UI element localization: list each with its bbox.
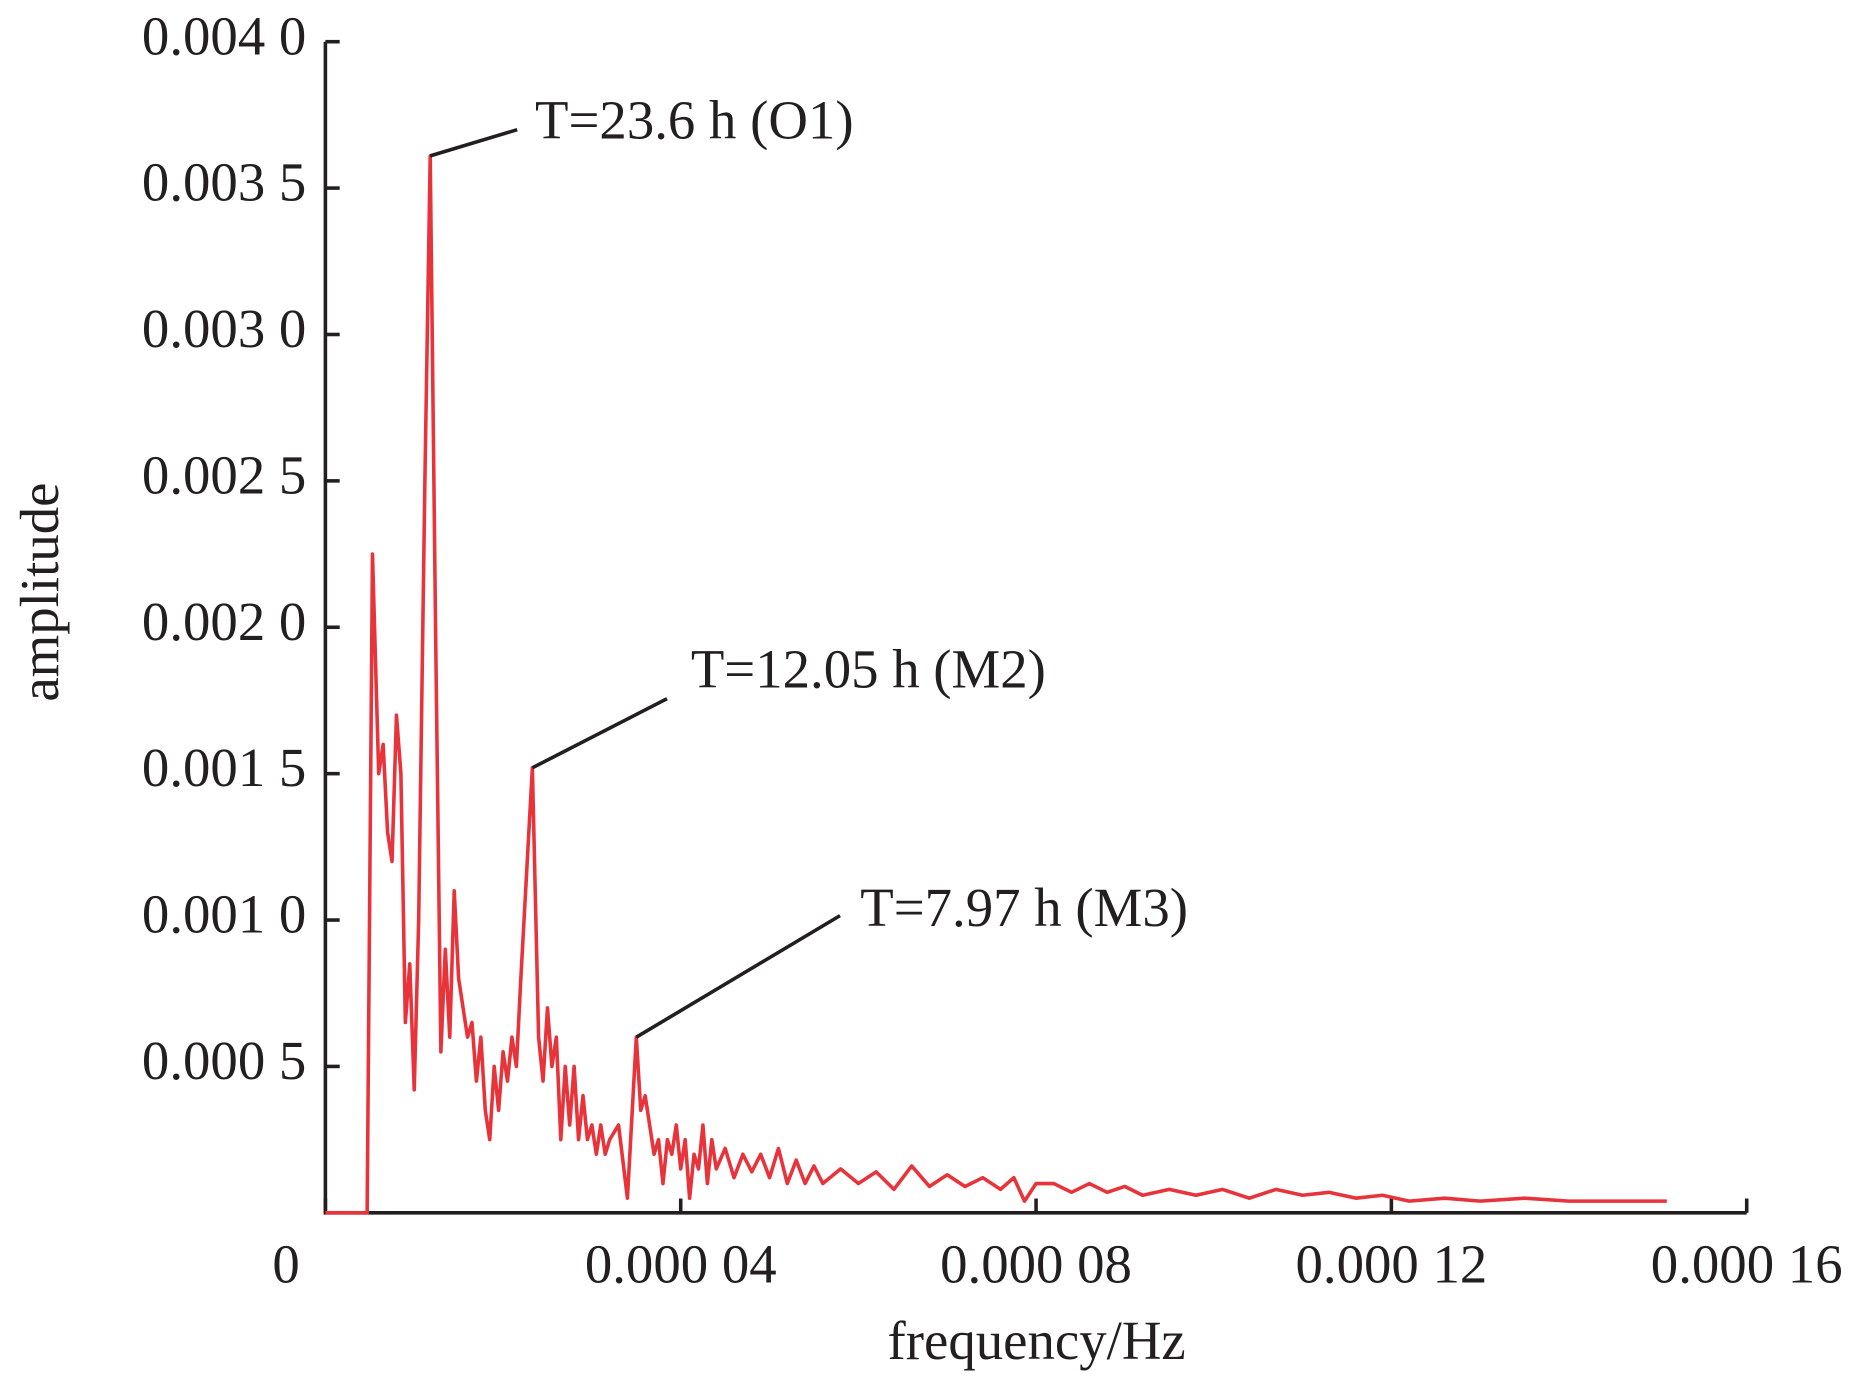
y-axis-label: amplitude	[9, 483, 70, 702]
y-tick-label: 0.001 5	[142, 737, 306, 798]
x-tick-label: 0.000 04	[585, 1234, 777, 1295]
y-tick-label: 0.003 0	[142, 298, 306, 359]
y-tick-label: 0.003 5	[142, 152, 306, 213]
x-axis-label: frequency/Hz	[888, 1310, 1186, 1371]
x-tick-label: 0.000 08	[940, 1234, 1132, 1295]
annotation-leader	[635, 914, 841, 1039]
series-line	[325, 154, 1667, 1215]
annotation-leader	[531, 697, 668, 770]
x-tick-label: 0	[272, 1234, 299, 1295]
y-tick-label: 0.001 0	[142, 884, 306, 945]
y-tick-label: 0.002 0	[142, 591, 306, 652]
y-tick-label: 0.002 5	[142, 444, 306, 505]
annotation: T=23.6 h (O1)	[535, 90, 854, 151]
annotation-leader	[429, 127, 518, 158]
y-tick-label: 0.000 5	[142, 1030, 306, 1091]
x-tick-label: 0.000 16	[1651, 1234, 1843, 1295]
y-tick-label: 0.004 0	[142, 5, 306, 66]
annotation: T=12.05 h (M2)	[691, 638, 1046, 699]
annotation: T=7.97 h (M3)	[860, 877, 1188, 938]
x-tick-label: 0.000 12	[1295, 1234, 1487, 1295]
